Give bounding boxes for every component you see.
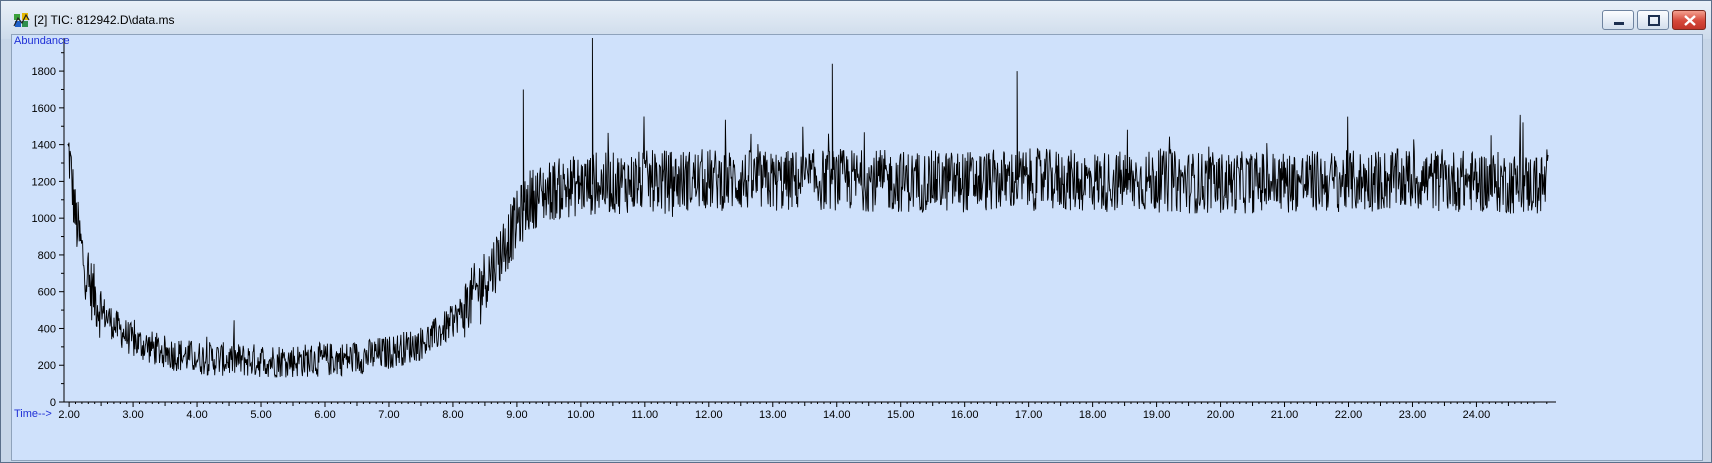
y-tick-label: 800 bbox=[38, 250, 56, 262]
y-tick-label: 400 bbox=[38, 323, 56, 335]
x-tick-label: 11.00 bbox=[631, 409, 658, 421]
y-axis-title: Abundance bbox=[14, 35, 70, 47]
x-tick-label: 12.00 bbox=[695, 409, 723, 421]
chromatogram-plot[interactable]: 0 200 400 600 800 1000 1200 1400 1600 1800 2.00 3.0… bbox=[11, 34, 1703, 461]
x-tick-label: 17.00 bbox=[1015, 409, 1043, 421]
y-tick-label: 1400 bbox=[32, 140, 56, 152]
x-tick-label: 19.00 bbox=[1143, 409, 1171, 421]
x-tick-label: 7.00 bbox=[378, 409, 399, 421]
y-tick-label: 1000 bbox=[32, 213, 56, 225]
y-tick-label: 1600 bbox=[32, 103, 56, 115]
x-tick-label: 4.00 bbox=[186, 409, 207, 421]
x-tick-label: 3.00 bbox=[122, 409, 143, 421]
x-tick-label: 10.00 bbox=[567, 409, 595, 421]
x-axis-title: Time--> bbox=[14, 408, 52, 420]
y-tick-label: 1800 bbox=[32, 66, 56, 78]
x-tick-label: 5.00 bbox=[250, 409, 271, 421]
x-tick-label: 21.00 bbox=[1271, 409, 1299, 421]
title-bar[interactable]: [2] TIC: 812942.D\data.ms bbox=[1, 1, 1711, 39]
minimize-icon bbox=[1614, 22, 1624, 25]
y-tick-label: 200 bbox=[38, 360, 56, 372]
x-tick-label: 18.00 bbox=[1079, 409, 1107, 421]
tic-trace-line bbox=[67, 37, 1549, 379]
x-tick-label: 22.00 bbox=[1335, 409, 1363, 421]
maximize-button[interactable] bbox=[1637, 10, 1669, 30]
chromatogram-chart: 0 200 400 600 800 1000 1200 1400 1600 1800 2.00 3.0… bbox=[32, 37, 1556, 421]
x-tick-label: 15.00 bbox=[887, 409, 915, 421]
x-tick-label: 24.00 bbox=[1463, 409, 1491, 421]
x-tick-label: 2.00 bbox=[58, 409, 79, 421]
x-tick-label: 23.00 bbox=[1399, 409, 1427, 421]
y-tick-label: 0 bbox=[50, 397, 56, 409]
x-tick-label: 16.00 bbox=[951, 409, 979, 421]
close-icon bbox=[1684, 15, 1696, 26]
maximize-icon bbox=[1648, 15, 1660, 26]
y-tick-label: 600 bbox=[38, 287, 56, 299]
x-tick-label: 13.00 bbox=[759, 409, 787, 421]
minimize-button[interactable] bbox=[1602, 10, 1634, 30]
x-tick-label: 6.00 bbox=[314, 409, 335, 421]
x-tick-label: 8.00 bbox=[442, 409, 463, 421]
y-tick-label: 1200 bbox=[32, 176, 56, 188]
x-tick-label: 20.00 bbox=[1207, 409, 1235, 421]
chemstation-app-icon bbox=[13, 13, 30, 27]
close-button[interactable] bbox=[1672, 10, 1706, 30]
window-title: [2] TIC: 812942.D\data.ms bbox=[34, 13, 175, 27]
x-tick-label: 9.00 bbox=[506, 409, 527, 421]
x-tick-label: 14.00 bbox=[823, 409, 851, 421]
